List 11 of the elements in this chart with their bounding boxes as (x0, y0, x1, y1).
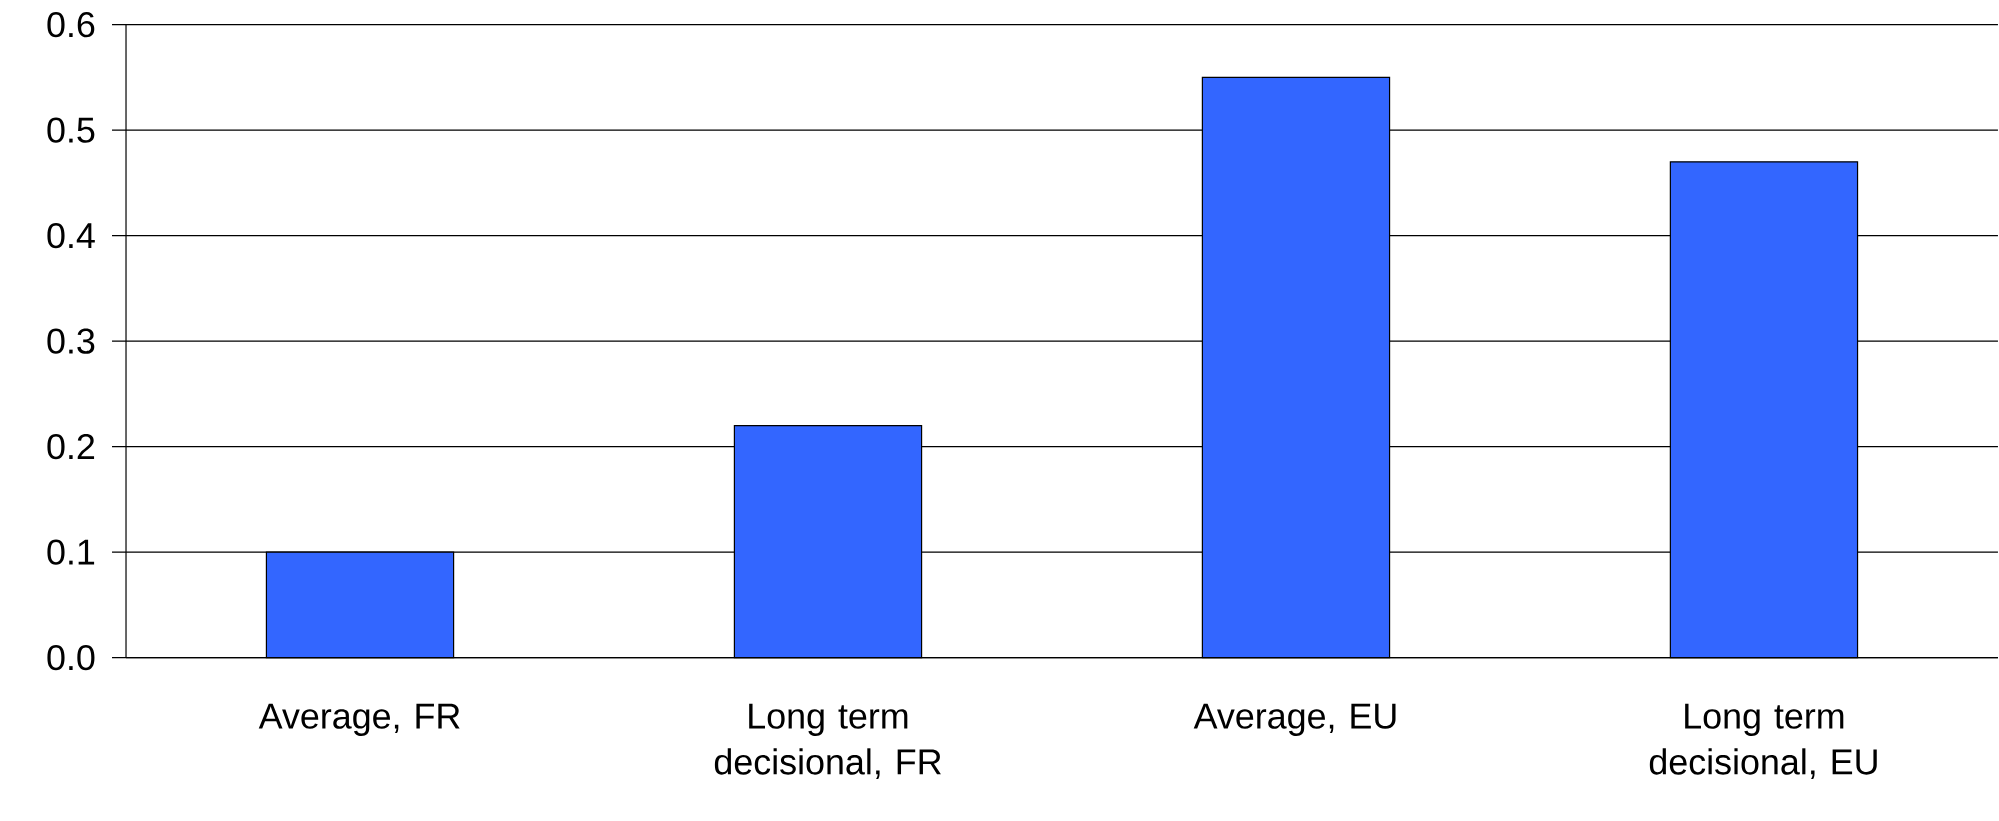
y-tick-label: 0.2 (47, 434, 95, 460)
x-tick-label: Long term decisional, EU (1649, 703, 1877, 780)
y-tick-label: 0.5 (47, 117, 95, 144)
y-tick-label: 0.1 (47, 539, 95, 566)
y-tick-label: 0.4 (47, 223, 95, 249)
x-tick-label: Long term decisional, FR (714, 703, 941, 780)
y-tick-label: 0.3 (47, 328, 95, 355)
y-tick-label: 0.0 (47, 645, 95, 671)
x-tick-label: Average, EU (1193, 703, 1396, 737)
y-tick-label: 0.6 (47, 12, 95, 38)
x-tick-label: Average, FR (258, 703, 460, 737)
